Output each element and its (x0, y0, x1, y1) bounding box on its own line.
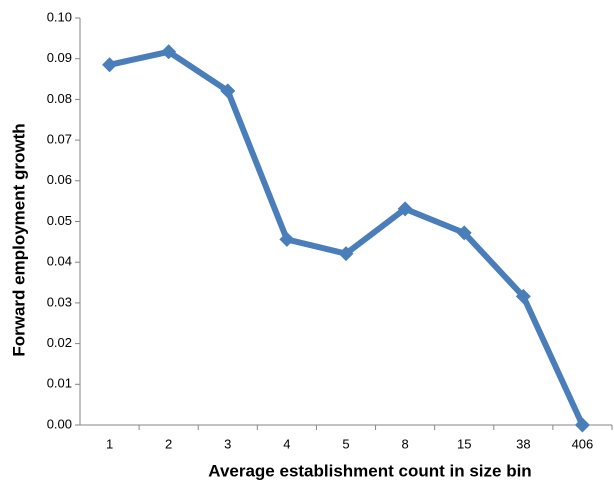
marker (456, 225, 472, 241)
marker (515, 288, 531, 304)
y-axis-title: Forward employment growth (9, 123, 28, 356)
marker (279, 231, 295, 247)
marker (574, 417, 590, 433)
marker (338, 246, 354, 262)
y-tick-label: 0.07 (47, 132, 72, 147)
y-tick-label: 0.02 (47, 335, 72, 350)
x-axis-title: Average establishment count in size bin (208, 461, 531, 480)
y-tick-label: 0.06 (47, 172, 72, 187)
x-tick-label: 406 (572, 436, 594, 451)
x-tick-label: 5 (342, 436, 349, 451)
x-tick-label: 1 (106, 436, 113, 451)
x-tick-label: 3 (224, 436, 231, 451)
x-tick-label: 38 (516, 436, 530, 451)
y-tick-label: 0.00 (47, 416, 72, 431)
x-tick-label: 8 (401, 436, 408, 451)
series-line (108, 48, 586, 427)
x-tick-label: 2 (165, 436, 172, 451)
y-tick-label: 0.03 (47, 294, 72, 309)
marker (220, 83, 236, 99)
marker (161, 44, 177, 60)
y-tick-label: 0.08 (47, 91, 72, 106)
marker (102, 57, 118, 73)
x-tick-label: 4 (283, 436, 290, 451)
x-tick-label: 15 (457, 436, 471, 451)
marker (397, 201, 413, 217)
y-tick-label: 0.10 (47, 9, 72, 24)
y-tick-label: 0.05 (47, 213, 72, 228)
y-tick-label: 0.09 (47, 50, 72, 65)
y-tick-label: 0.01 (47, 376, 72, 391)
y-tick-label: 0.04 (47, 254, 72, 269)
